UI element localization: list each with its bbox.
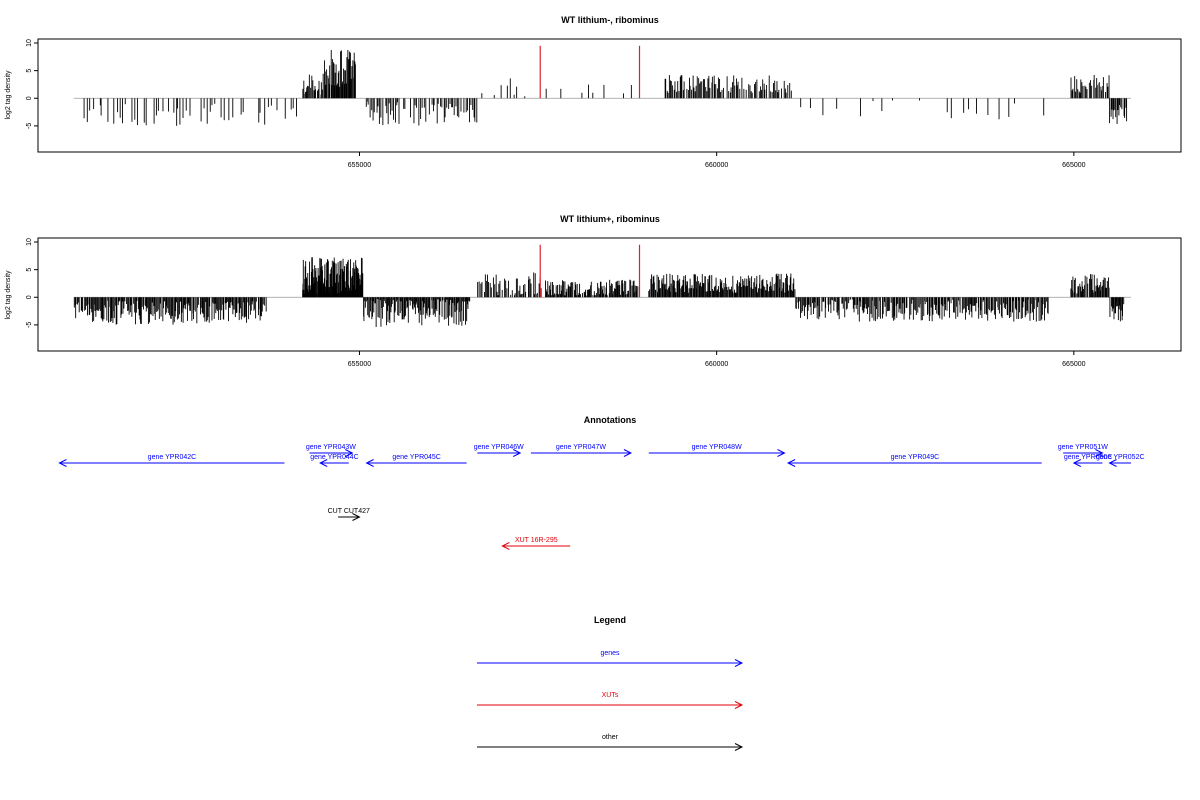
annotation-label: gene YPR046W: [474, 444, 524, 451]
y-tick-label: 10: [26, 39, 33, 47]
y-tick-label: 5: [26, 268, 33, 272]
legend-label: genes: [600, 650, 620, 657]
annotation-arrow: gene YPR050C: [1064, 454, 1113, 467]
plot-frame: [37, 38, 1182, 153]
arrow-head: [501, 542, 510, 550]
legend-label: other: [602, 734, 619, 741]
arrow-head: [1095, 449, 1104, 457]
arrow-head: [365, 459, 374, 467]
annotation-label: gene YPR047W: [556, 444, 606, 451]
annotation-label: gene YPR043W: [306, 444, 356, 451]
annotation-arrow: gene YPR046W: [474, 444, 524, 457]
x-axis: 655000 660000 665000: [348, 351, 1086, 368]
annotation-arrow: CUT CUT427: [328, 508, 370, 521]
y-tick-label: -5: [26, 322, 33, 328]
arrow-head: [734, 659, 744, 667]
x-tick-label: 655000: [348, 361, 371, 368]
x-tick-label: 655000: [348, 162, 371, 169]
annotation-label: CUT CUT427: [328, 508, 370, 515]
density-bars: [73, 49, 1131, 126]
annotation-arrow: gene YPR052C: [1096, 454, 1145, 467]
annotation-label: gene YPR051W: [1058, 444, 1108, 451]
x-tick-label: 665000: [1062, 162, 1085, 169]
x-tick-label: 665000: [1062, 361, 1085, 368]
annotation-label: gene YPR042C: [148, 454, 197, 461]
arrow-head: [786, 459, 796, 467]
arrow-head: [319, 459, 328, 467]
arrow-head: [58, 459, 67, 467]
y-tick-label: 10: [26, 238, 33, 246]
y-tick-label: 0: [26, 295, 33, 299]
arrow-head: [512, 449, 522, 457]
legend-label: XUTs: [602, 692, 619, 699]
annotation-arrow: gene YPR042C: [58, 454, 285, 467]
legend-items: genes XUTs other: [477, 650, 744, 751]
arrow-head: [777, 449, 786, 457]
panel-lithium-minus: WT lithium-, ribominus log2 tag density …: [5, 15, 1182, 169]
annotation-arrow: gene YPR044C: [310, 454, 359, 467]
annotation-label: gene YPR044C: [310, 454, 359, 461]
arrow-head: [623, 449, 633, 457]
x-tick-label: 660000: [705, 361, 728, 368]
legend-title: Legend: [594, 615, 626, 625]
y-axis-label: log2 tag density: [5, 270, 12, 320]
annotation-label: gene YPR050C: [1064, 454, 1113, 461]
annotation-label: gene YPR045C: [392, 454, 441, 461]
panel-title: WT lithium-, ribominus: [561, 15, 659, 25]
legend-item-genes: genes: [477, 650, 744, 667]
annotation-arrow: gene YPR048W: [648, 444, 786, 457]
y-tick-label: -5: [26, 123, 33, 129]
legend-item-xuts: XUTs: [477, 692, 744, 709]
y-axis-label: log2 tag density: [5, 70, 12, 120]
arrow-head: [352, 513, 361, 521]
marker-lines: [539, 45, 641, 99]
annotation-label: gene YPR048W: [692, 444, 742, 451]
annotation-label: XUT 16R-295: [515, 537, 558, 544]
arrow-head: [345, 449, 354, 457]
y-tick-label: 5: [26, 69, 33, 73]
annotation-label: gene YPR052C: [1096, 454, 1145, 461]
annotation-label: gene YPR049C: [891, 454, 940, 461]
plot-frame: [37, 237, 1182, 352]
panel-title: WT lithium+, ribominus: [560, 214, 660, 224]
annotations-title: Annotations: [584, 415, 637, 425]
arrow-head: [1072, 459, 1082, 467]
arrow-head: [734, 743, 744, 751]
annotation-arrow: gene YPR049C: [786, 454, 1042, 467]
y-axis: 10 5 0 -5: [26, 39, 38, 129]
x-axis: 655000 660000 665000: [348, 152, 1086, 169]
arrow-head: [1108, 459, 1117, 467]
panel-lithium-plus: WT lithium+, ribominus log2 tag density …: [5, 214, 1182, 368]
y-axis: 10 5 0 -5: [26, 238, 38, 328]
density-bars: [73, 257, 1131, 327]
annotation-arrow: gene YPR043W: [306, 444, 356, 457]
arrow-head: [734, 701, 744, 709]
annotation-arrow: gene YPR045C: [365, 454, 467, 467]
annotation-items: gene YPR042C gene YPR043W gene YPR044C gene…: [58, 444, 1145, 550]
marker-lines: [539, 244, 641, 298]
x-tick-label: 660000: [705, 162, 728, 169]
annotation-arrow: gene YPR051W: [1058, 444, 1108, 457]
legend-item-other: other: [477, 734, 744, 751]
legend: Legend genes XUTs other: [477, 615, 744, 751]
y-tick-label: 0: [26, 96, 33, 100]
annotation-arrow: XUT 16R-295: [501, 537, 571, 550]
annotation-arrow: gene YPR047W: [530, 444, 633, 457]
